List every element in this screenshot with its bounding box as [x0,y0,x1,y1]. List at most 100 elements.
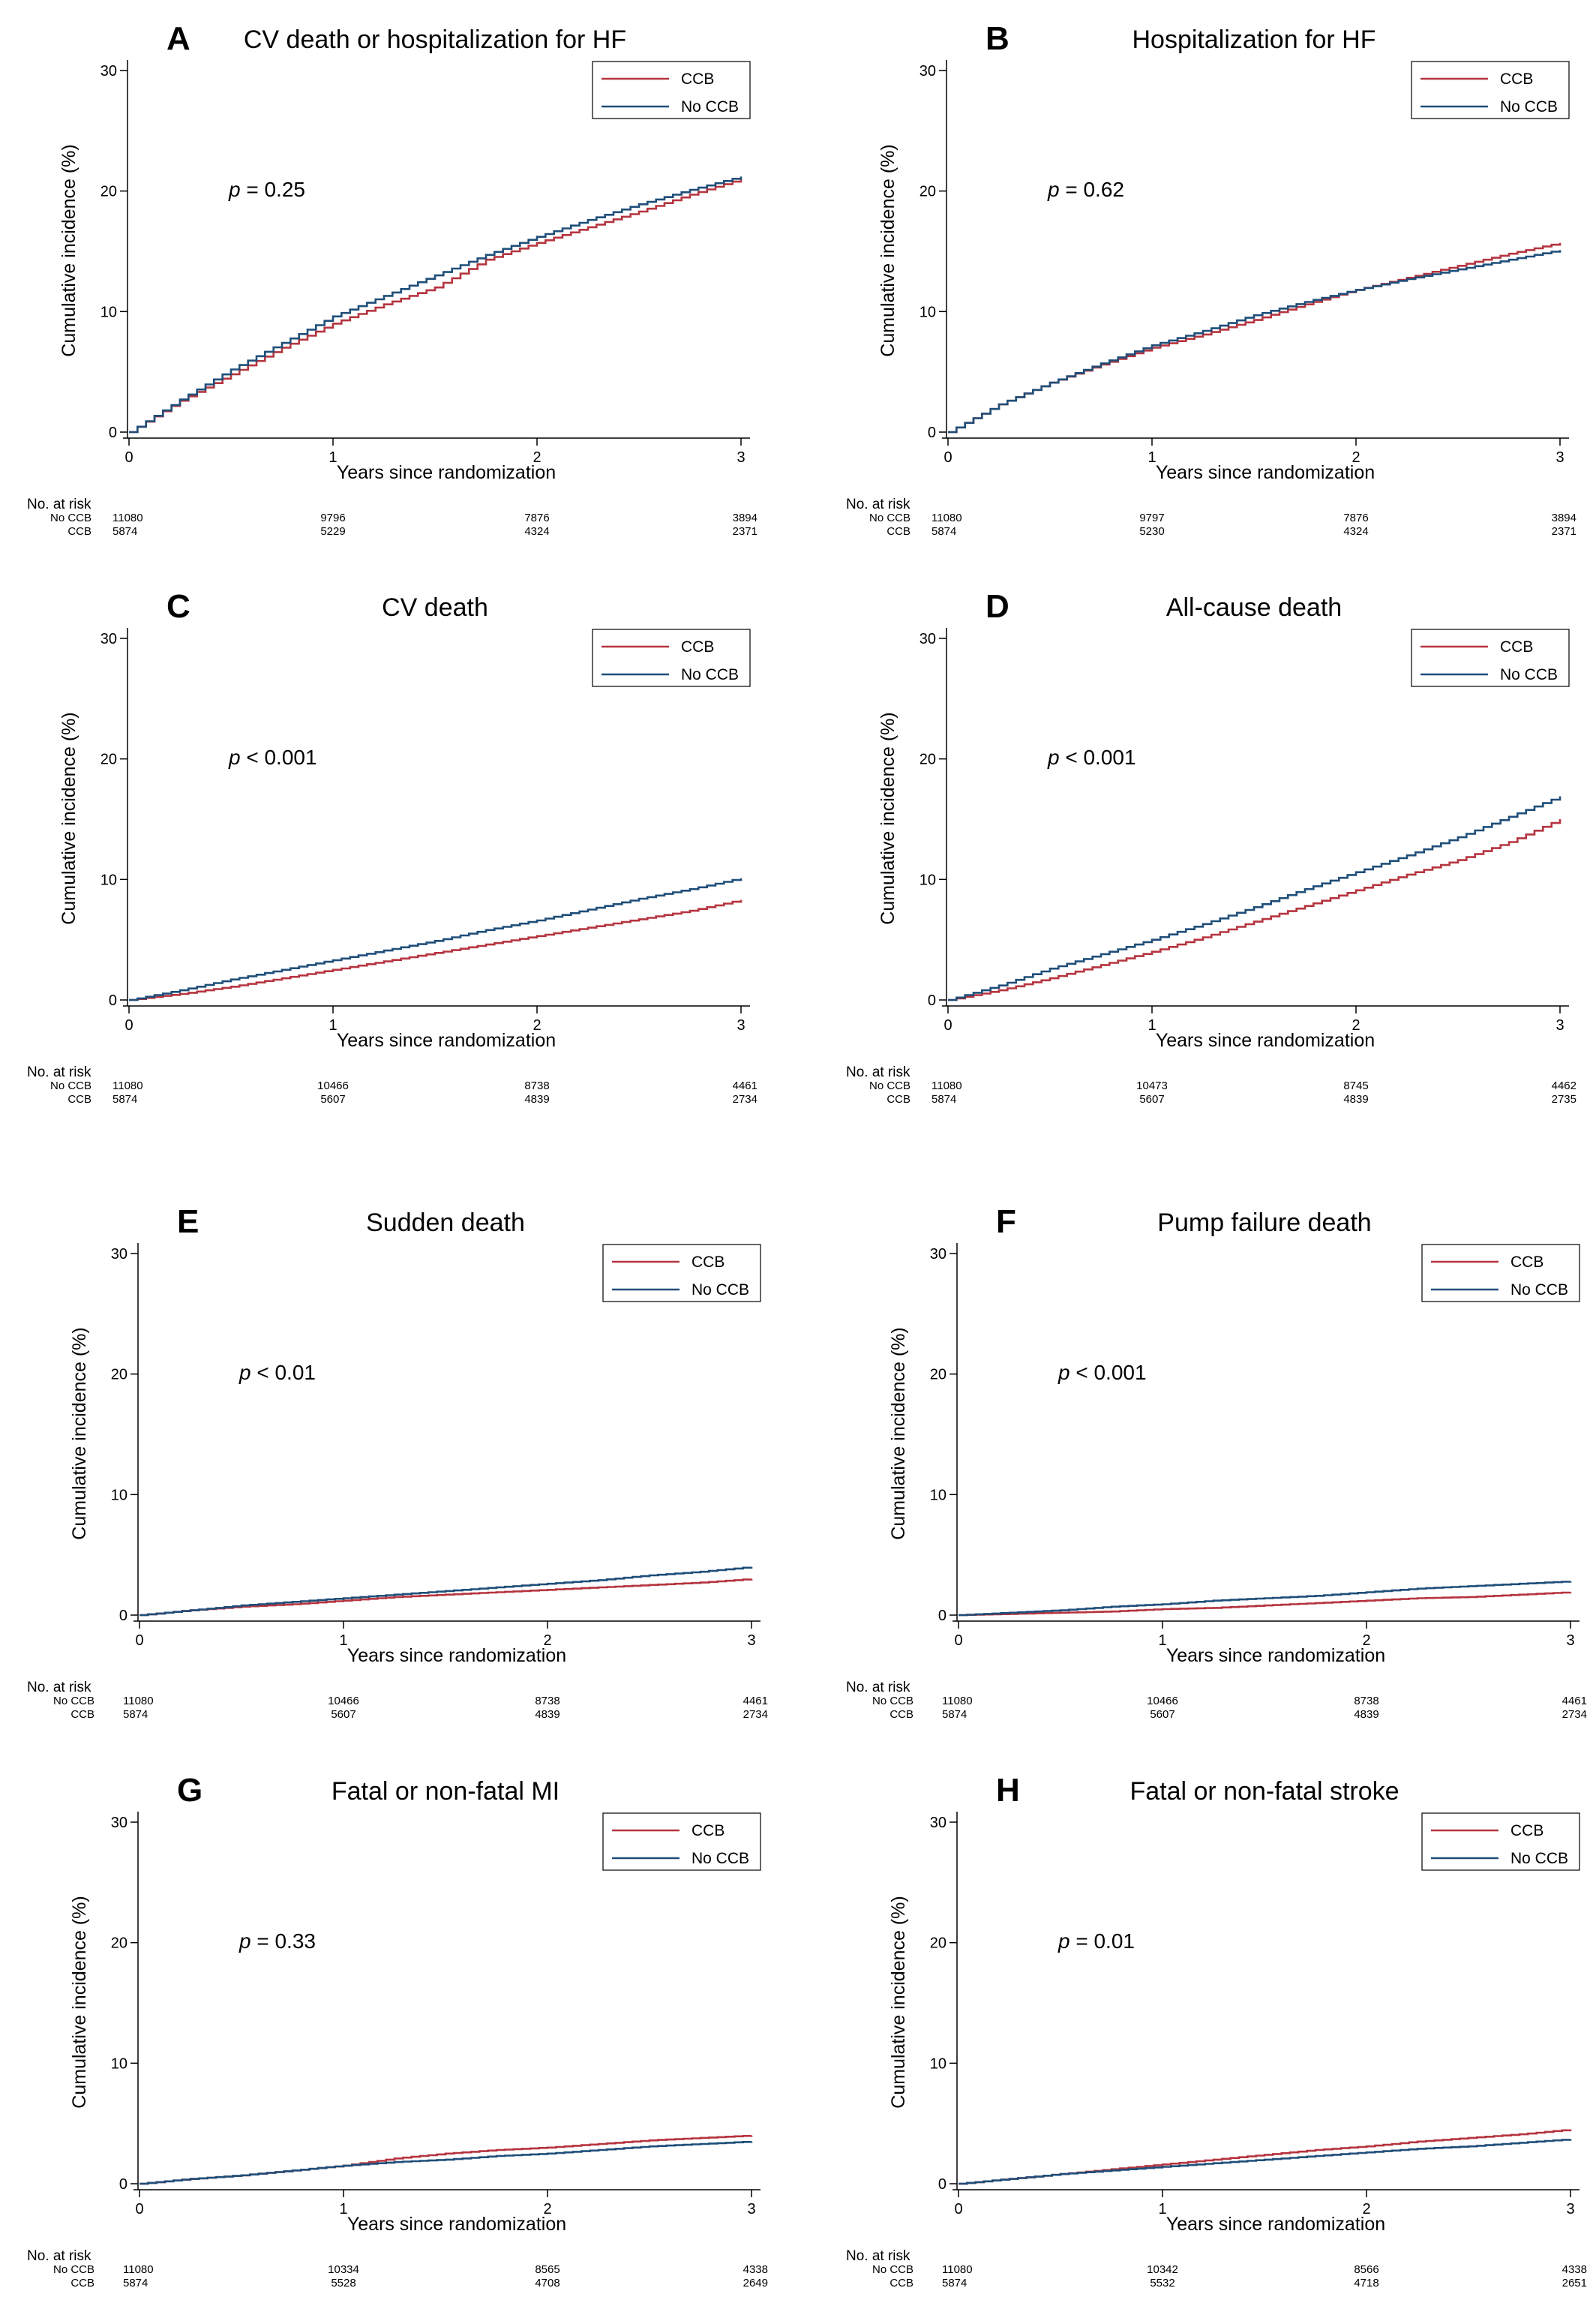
panel-title: Fatal or non-fatal MI [332,1777,560,1806]
at-risk-row-label: CCB [70,2277,94,2289]
at-risk-value: 4839 [1354,1708,1378,1721]
series-line-no-ccb [129,176,742,434]
at-risk-value: 2734 [1562,1708,1587,1721]
at-risk-header: No. at risk [27,497,92,512]
x-axis-title: Years since randomization [1166,2214,1385,2235]
panel-a: A CV death or hospitalization for HF01020… [27,20,758,538]
at-risk-value: 5874 [932,1093,956,1106]
y-tick-label: 0 [119,2176,128,2193]
p-value-symbol: p [228,178,241,201]
x-tick-label: 0 [944,1017,952,1034]
x-tick-label: 1 [1158,2201,1166,2217]
at-risk-header: No. at risk [27,2248,92,2264]
at-risk-value: 2371 [1552,525,1576,538]
y-tick-label: 0 [928,992,936,1009]
at-risk-value: 9796 [320,512,345,524]
y-tick-label: 10 [100,304,117,320]
panel-letter: A [166,20,190,57]
x-tick-label: 1 [339,1632,347,1649]
at-risk-value: 5230 [1139,525,1164,538]
x-tick-label: 3 [1556,449,1564,466]
at-risk-value: 4324 [1343,525,1368,538]
at-risk-value: 8738 [524,1079,549,1092]
legend-label: CCB [1500,71,1533,88]
series-line-no-ccb [140,1566,753,1617]
at-risk-row-label: No CCB [869,512,910,524]
at-risk-value: 10466 [317,1079,349,1092]
panel-letter: E [177,1203,199,1240]
p-value-text: = 0.01 [1070,1929,1135,1953]
y-axis-title: Cumulative incidence (%) [58,144,80,356]
panel-letter: D [986,588,1010,625]
series-line-no-ccb [958,2139,1572,2185]
at-risk-value: 11080 [123,2263,154,2276]
at-risk-value: 11080 [123,1695,154,1707]
y-tick-label: 30 [930,1246,946,1263]
p-value-text: < 0.001 [1070,1361,1147,1384]
at-risk-row-label: No CCB [53,1695,94,1707]
x-tick-label: 2 [532,449,541,466]
legend-box [1421,1244,1580,1302]
legend-label: No CCB [681,666,739,683]
p-value: p = 0.33 [238,1929,316,1953]
y-tick-label: 0 [109,425,117,441]
at-risk-value: 2651 [1562,2277,1587,2289]
p-value: p < 0.001 [228,746,317,769]
panel-title: CV death or hospitalization for HF [244,26,626,54]
series-line-no-ccb [958,1581,1572,1617]
at-risk-row-label: No CCB [872,2263,914,2276]
x-tick-label: 2 [1362,2201,1370,2217]
x-tick-label: 2 [543,2201,551,2217]
y-tick-label: 0 [109,992,117,1009]
at-risk-value: 5528 [331,2277,356,2289]
at-risk-value: 4324 [524,525,549,538]
at-risk-value: 11080 [932,1079,962,1092]
x-tick-label: 2 [1362,1632,1370,1649]
series-line-ccb [129,179,742,434]
at-risk-header: No. at risk [846,2248,910,2264]
legend-label: No CCB [692,1850,749,1867]
legend-label: No CCB [1500,98,1558,116]
panel-b: B Hospitalization for HF 0 10 20 30 0 1 2 3 Years … [846,20,1576,538]
p-value: p = 0.25 [228,178,305,201]
p-value: p < 0.001 [1047,746,1136,769]
p-value-text: < 0.001 [241,746,317,769]
at-risk-value: 4338 [743,2263,768,2276]
y-tick-label: 10 [100,872,117,888]
y-tick-label: 20 [920,184,936,200]
x-tick-label: 2 [1352,1017,1360,1034]
at-risk-value: 5874 [942,2277,967,2289]
at-risk-row-label: No CCB [50,512,92,524]
y-tick-label: 20 [111,1935,128,1952]
x-tick-label: 3 [1566,2201,1574,2217]
x-tick-label: 0 [124,449,133,466]
y-axis-title: Cumulative incidence (%) [69,1896,90,2108]
at-risk-value: 8745 [1343,1079,1368,1092]
x-tick-label: 1 [1148,1017,1156,1034]
x-tick-label: 3 [747,1632,755,1649]
panel-title: Sudden death [366,1209,525,1237]
panel-title: Fatal or non-fatal stroke [1130,1777,1399,1806]
legend-label: No CCB [1510,1850,1568,1867]
at-risk-value: 4718 [1354,2277,1378,2289]
y-tick-label: 30 [100,631,117,647]
panel-letter: C [166,588,190,625]
y-tick-label: 30 [100,63,117,80]
x-axis-title: Years since randomization [1166,1645,1385,1666]
series-line-no-ccb [948,796,1562,1001]
y-tick-label: 30 [930,1815,946,1831]
legend-box [592,629,751,687]
at-risk-value: 7876 [524,512,549,524]
x-tick-label: 1 [328,1017,337,1034]
series-line-ccb [948,819,1562,1001]
at-risk-value: 10334 [328,2263,359,2276]
y-tick-label: 20 [100,752,117,768]
y-tick-label: 10 [920,304,936,320]
at-risk-value: 2371 [733,525,758,538]
at-risk-row-label: CCB [70,1708,94,1721]
panel-d: D All-cause death 0 10 20 30 0 1 2 3 Years since r… [846,588,1576,1106]
x-tick-label: 0 [954,1632,962,1649]
p-value-text: = 0.25 [241,178,305,201]
series-line-no-ccb [948,250,1562,434]
at-risk-row-label: CCB [886,1093,910,1106]
